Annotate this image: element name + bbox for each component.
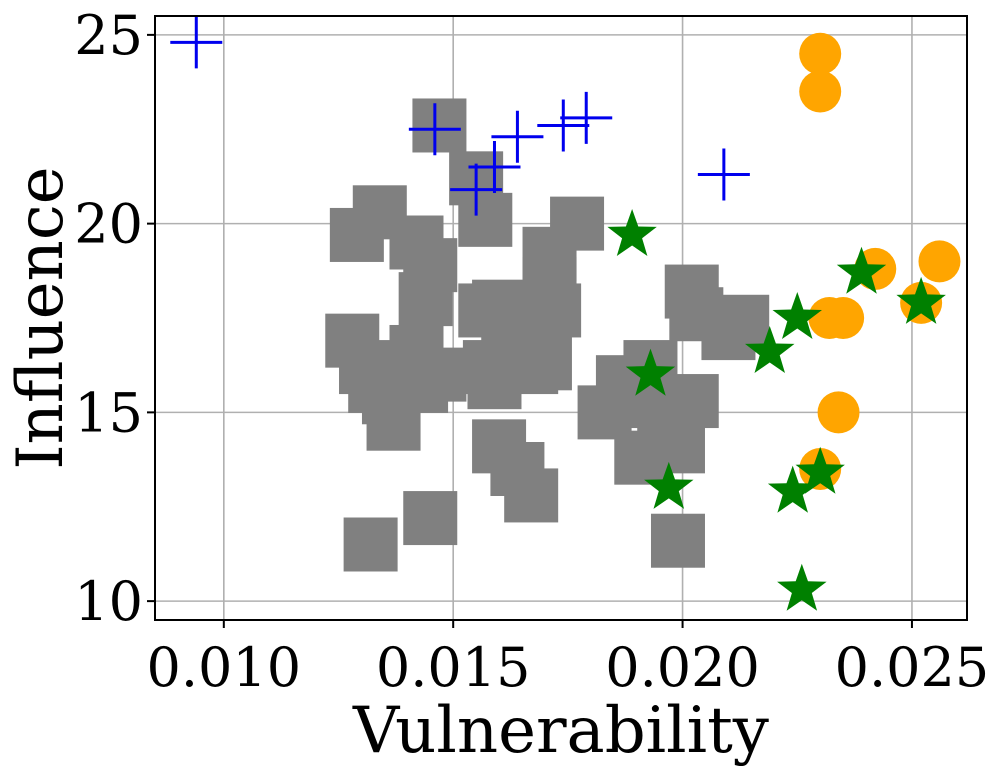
green-stars-point-5 xyxy=(836,246,887,294)
x-axis-label: Vulnerability xyxy=(352,694,769,768)
x-tick-label-1: 0.015 xyxy=(376,636,531,699)
gray-squares-point-29 xyxy=(550,196,605,251)
blue-plus-point-0 xyxy=(170,16,223,69)
gray-squares-point-28 xyxy=(517,336,572,391)
gray-squares-point-5 xyxy=(398,272,453,327)
gray-squares-point-2 xyxy=(329,207,384,262)
orange-circles-point-1 xyxy=(799,70,842,113)
orange-circles-point-3 xyxy=(918,240,961,283)
gray-squares-point-33 xyxy=(403,491,458,546)
gray-squares-point-41 xyxy=(650,419,705,474)
green-stars-point-3 xyxy=(745,326,795,373)
green-stars-point-1 xyxy=(625,348,676,396)
orange-circles-point-7 xyxy=(817,391,860,434)
green-stars-point-0 xyxy=(607,209,657,256)
green-stars-point-8 xyxy=(795,446,845,494)
y-tick-label-2: 20 xyxy=(74,193,143,256)
gray-squares-point-13 xyxy=(366,396,421,451)
data-points xyxy=(170,16,961,611)
gray-squares-point-10 xyxy=(412,347,467,402)
orange-circles-point-6 xyxy=(822,297,865,339)
green-stars-point-4 xyxy=(772,292,822,339)
gray-squares-point-46 xyxy=(715,294,770,349)
green-stars-point-9 xyxy=(777,563,827,611)
gray-squares-point-0 xyxy=(412,98,467,153)
blue-plus-point-4 xyxy=(491,110,544,163)
gray-squares-point-47 xyxy=(650,513,705,568)
orange-circles-point-0 xyxy=(799,32,842,75)
x-tick-label-3: 0.025 xyxy=(835,636,987,699)
blue-plus-point-6 xyxy=(560,91,613,144)
plot-frame xyxy=(154,15,968,621)
blue-plus-point-5 xyxy=(537,99,590,152)
green-stars-point-2 xyxy=(644,461,694,509)
green-stars-point-6 xyxy=(896,276,946,324)
y-tick-label-3: 25 xyxy=(74,4,143,67)
gray-squares-point-42 xyxy=(664,374,719,429)
gray-squares-point-15 xyxy=(458,192,513,247)
blue-plus-point-1 xyxy=(408,103,461,156)
axis-ticks: 0.010 0.015 0.020 0.025 10 15 20 25 xyxy=(74,4,987,699)
x-tick-label-2: 0.020 xyxy=(605,636,760,699)
y-tick-label-0: 10 xyxy=(74,570,143,633)
y-axis-label: Influence xyxy=(4,166,78,469)
blue-plus-point-3 xyxy=(468,141,521,193)
y-tick-label-1: 15 xyxy=(74,381,143,444)
blue-plus-point-7 xyxy=(697,148,750,201)
gray-squares-point-34 xyxy=(343,517,398,572)
gray-squares-point-32 xyxy=(504,468,559,523)
green-stars-point-7 xyxy=(767,465,818,513)
x-tick-label-0: 0.010 xyxy=(147,636,302,699)
